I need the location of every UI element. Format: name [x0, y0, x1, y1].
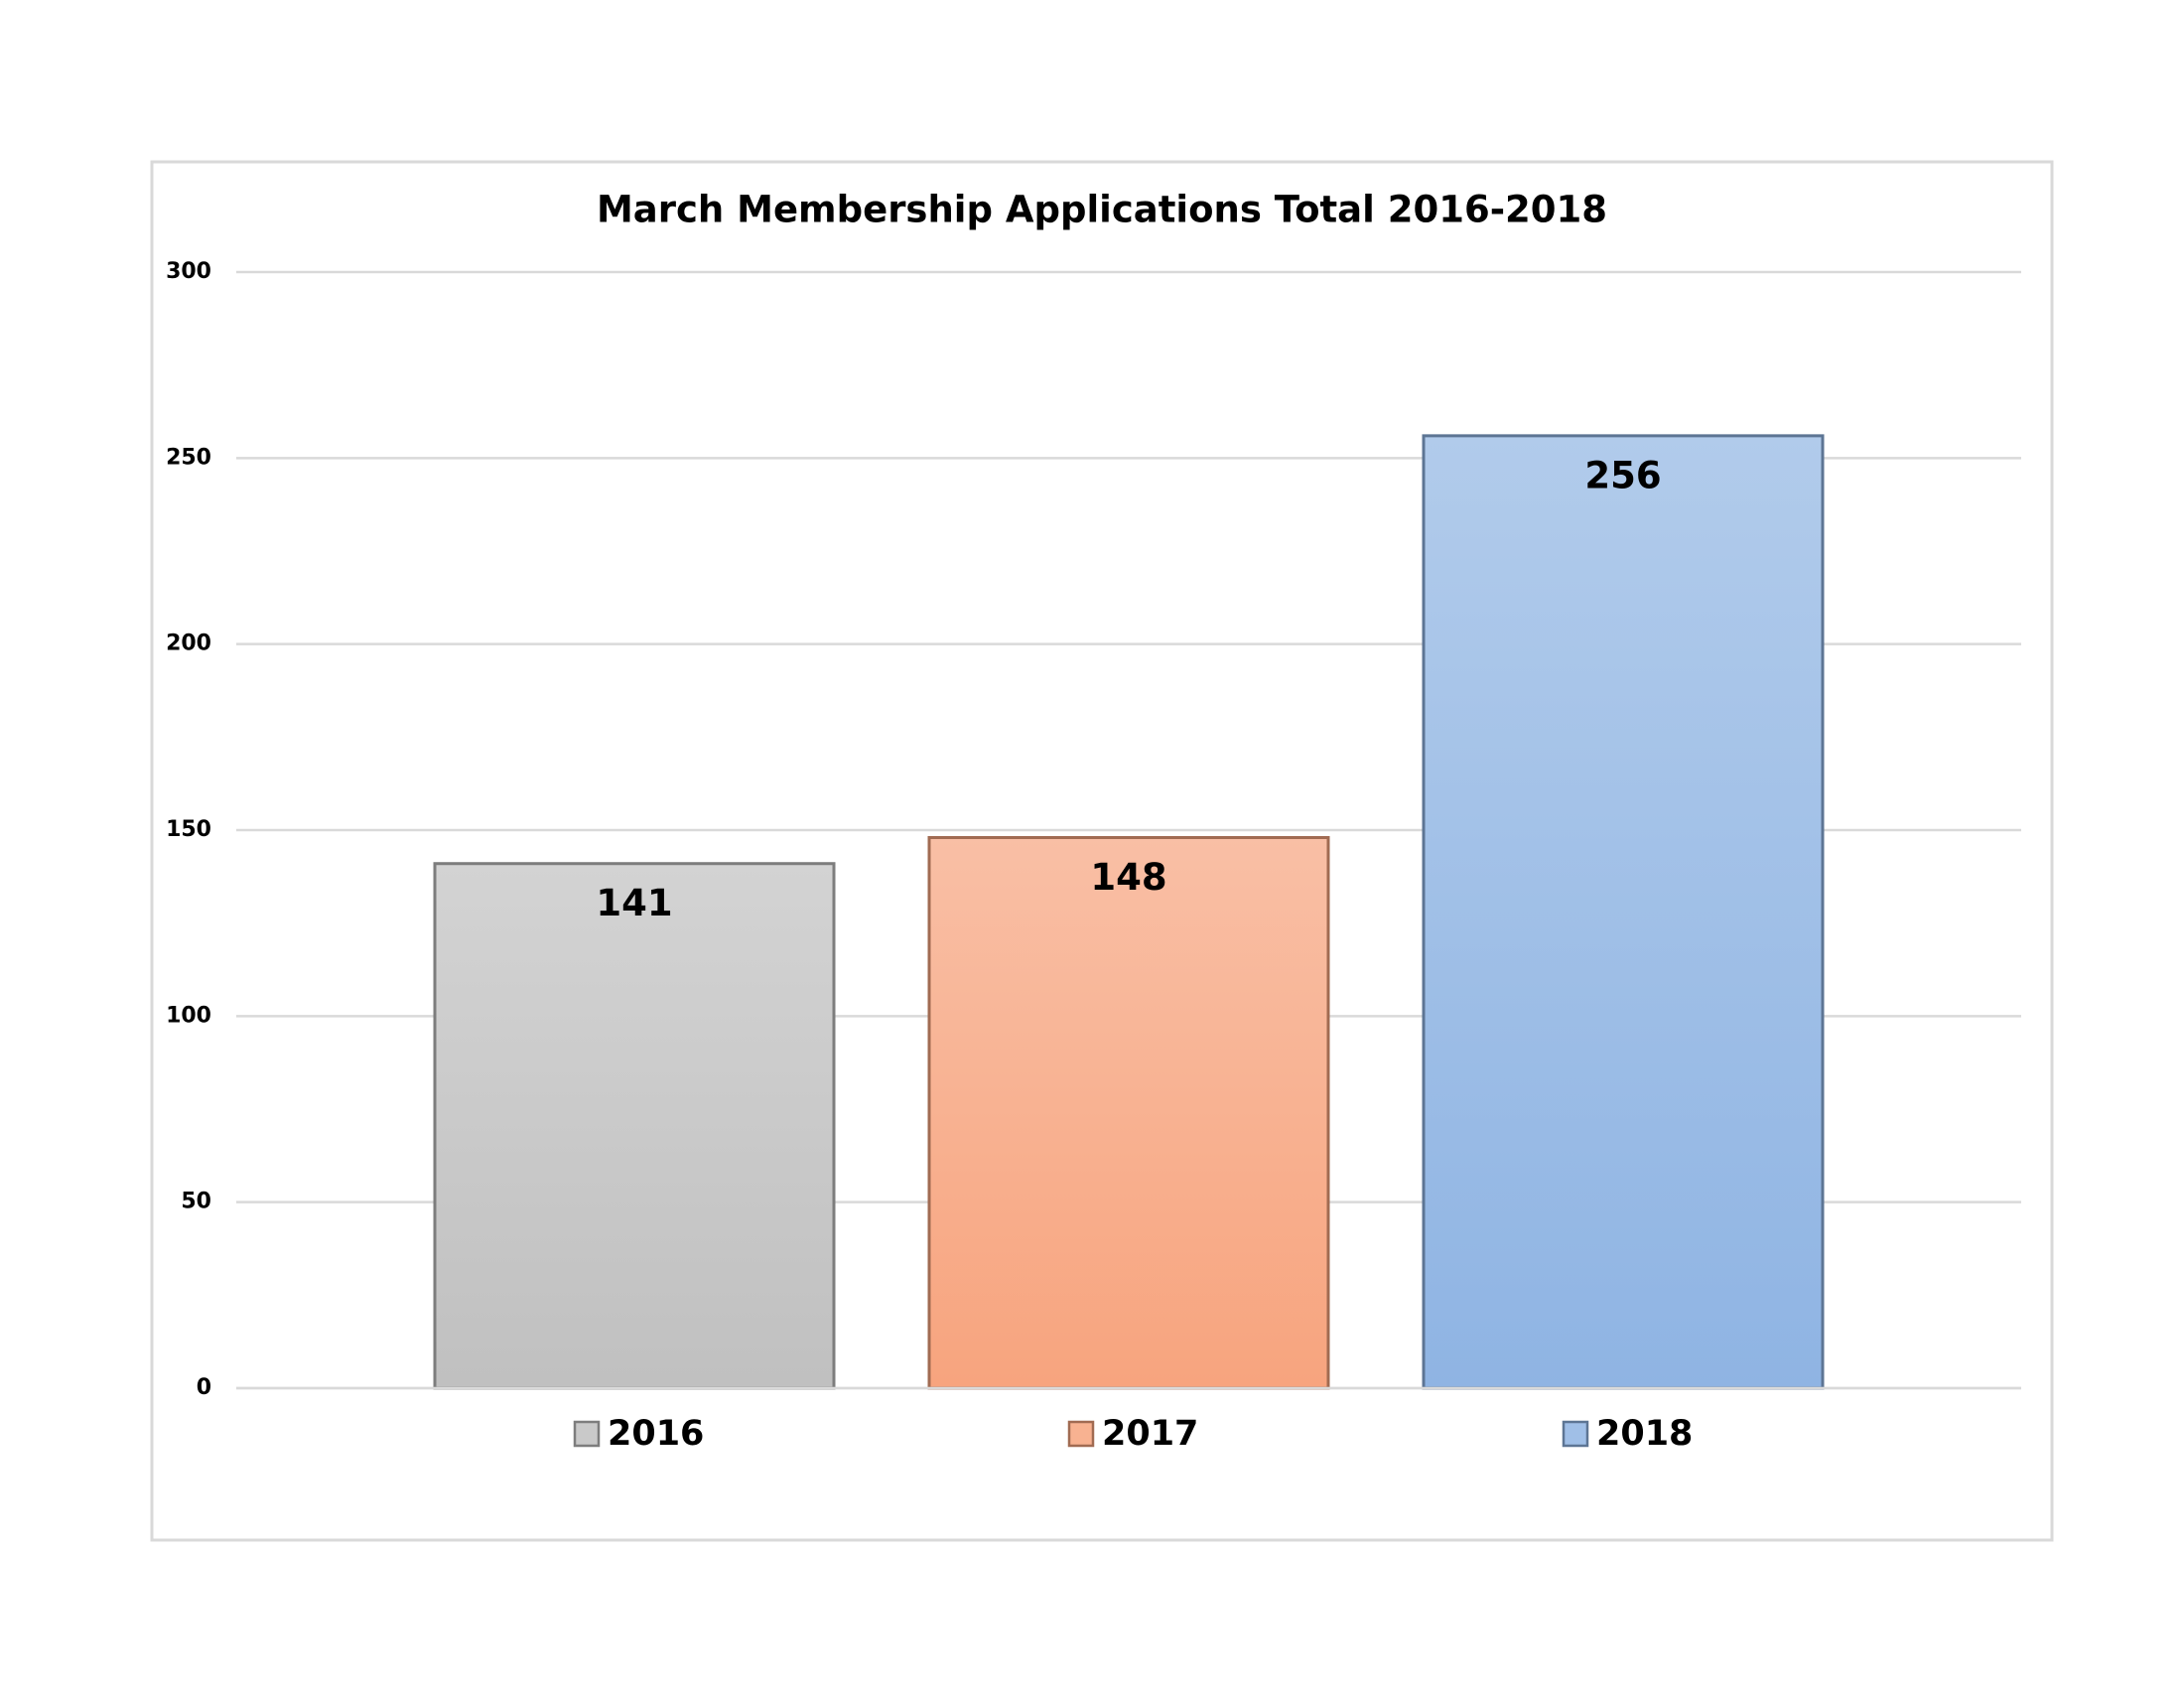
bar	[1422, 434, 1825, 1390]
chart-title: March Membership Applications Total 2016…	[597, 189, 1607, 231]
legend-label: 2017	[1102, 1414, 1198, 1454]
y-tick-label: 50	[181, 1190, 211, 1214]
bar	[927, 835, 1330, 1390]
y-tick-label: 300	[166, 259, 211, 284]
legend-swatch	[1067, 1420, 1095, 1448]
y-tick-label: 0	[197, 1375, 211, 1400]
data-label: 256	[1584, 454, 1661, 496]
data-label: 148	[1090, 856, 1166, 899]
y-tick-label: 100	[166, 1003, 211, 1028]
legend-label: 2018	[1596, 1414, 1693, 1454]
y-tick-label: 200	[166, 632, 211, 656]
bar	[433, 862, 836, 1390]
y-tick-label: 150	[166, 817, 211, 842]
legend-swatch	[1562, 1420, 1589, 1448]
legend-label: 2016	[608, 1414, 704, 1454]
data-label: 141	[596, 882, 672, 924]
legend-swatch	[573, 1420, 601, 1448]
y-tick-label: 250	[166, 445, 211, 470]
